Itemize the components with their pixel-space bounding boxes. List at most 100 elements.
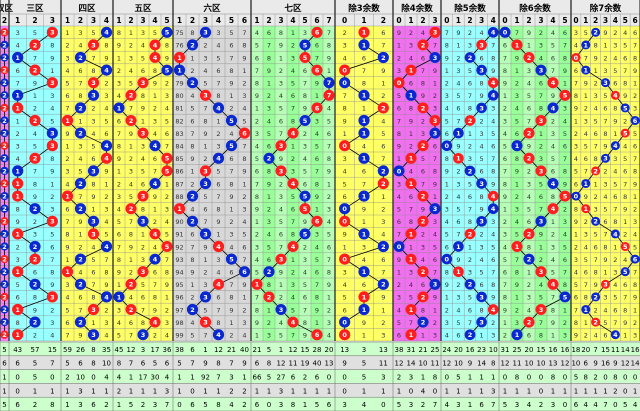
cell-value: 3	[468, 268, 472, 276]
cell-value: 2	[327, 193, 331, 201]
number-ball	[186, 303, 199, 316]
summary-cell: 1	[65, 401, 69, 409]
number-ball	[358, 26, 370, 38]
number-ball	[29, 39, 41, 51]
ball-label: 6	[315, 29, 320, 37]
cell-value: 2	[255, 117, 259, 125]
cell-value: 4	[491, 231, 495, 239]
cell-value: 6	[203, 205, 207, 213]
column-header: 4	[290, 16, 295, 25]
ball-label: 3	[91, 306, 96, 314]
cell-value: 9	[491, 180, 495, 188]
summary-cell: 8	[551, 374, 555, 382]
number-ball	[511, 39, 523, 51]
cell-value: 3	[445, 319, 449, 327]
cell-value: 8	[141, 92, 145, 100]
cell-value: 7	[563, 155, 567, 163]
number-ball	[547, 177, 559, 190]
cell-value: 9	[623, 92, 627, 100]
cell-value: 7	[539, 205, 543, 213]
ball-label: 3	[203, 293, 208, 301]
cell-value: 2	[433, 319, 437, 327]
cell-value: 2	[279, 67, 283, 75]
cell-value: 9	[315, 306, 319, 314]
cell-value: 3	[603, 67, 607, 75]
summary-cell: 7	[129, 360, 133, 368]
summary-cell: 6	[327, 401, 332, 409]
cell-value: 4	[327, 105, 331, 113]
cell-value: 2	[50, 193, 54, 201]
cell-value: 1	[242, 180, 246, 188]
number-ball	[87, 165, 100, 177]
number-ball	[161, 165, 173, 177]
number-ball	[429, 203, 441, 215]
ball-label: 6	[633, 117, 638, 125]
cell-value: 3	[65, 54, 69, 62]
number-ball	[46, 127, 58, 139]
summary-cell: 23	[477, 346, 486, 354]
ball-label: 3	[203, 29, 208, 37]
cell-value: 8	[421, 79, 425, 87]
cell-value: 6	[445, 130, 449, 138]
cell-value: 8	[327, 42, 331, 50]
cell-value: 8	[362, 79, 366, 87]
ball-label: 6	[315, 331, 320, 339]
column-header: 5	[562, 16, 567, 25]
cell-value: 5	[165, 117, 169, 125]
cell-value: 2	[381, 92, 385, 100]
cell-value: 5	[141, 54, 145, 62]
ball-label: 1	[409, 155, 414, 163]
cell-value: 7	[584, 168, 588, 176]
cell-value: 83	[175, 130, 183, 138]
cell-value: 1	[468, 130, 472, 138]
cell-value: 8	[633, 54, 637, 62]
cell-value: 5	[303, 168, 307, 176]
cell-value: 6	[381, 256, 385, 264]
column-header: 2	[381, 16, 386, 25]
summary-cell: 1	[527, 387, 531, 395]
cell-value: 3	[50, 319, 54, 327]
cell-value: 9	[242, 54, 246, 62]
cell-value: 2	[633, 205, 637, 213]
cell-value: 9	[480, 205, 484, 213]
cell-value: 8	[117, 142, 121, 150]
ball-label: 4	[291, 180, 296, 188]
cell-value: 7	[129, 331, 133, 339]
cell-value: 3	[291, 54, 295, 62]
ball-label: 0	[445, 142, 450, 150]
cell-value: 2	[279, 180, 283, 188]
column-header: 1	[116, 16, 121, 25]
cell-value: 6	[527, 218, 531, 226]
cell-value: 6	[563, 29, 567, 37]
summary-cell: 5	[362, 374, 366, 382]
summary-cell: 6	[190, 401, 195, 409]
summary-cell: 10	[537, 360, 546, 368]
number-ball	[61, 114, 74, 127]
cell-value: 8	[91, 294, 95, 302]
cell-value: 5	[78, 168, 82, 176]
ball-label: 3	[479, 293, 484, 301]
summary-cell: 5	[267, 374, 271, 382]
number-ball	[405, 228, 417, 240]
summary-cell: 16	[631, 346, 640, 354]
cell-value: 88	[175, 193, 183, 201]
number-ball	[263, 152, 275, 164]
cell-value: 6	[33, 268, 37, 276]
cell-value: 6	[527, 105, 531, 113]
cell-value: 5	[433, 243, 437, 251]
summary-cell: 13	[549, 360, 558, 368]
number-ball	[559, 291, 571, 303]
ball-label: 7	[327, 79, 332, 87]
cell-value: 7	[216, 79, 220, 87]
cell-value: 3	[303, 256, 307, 264]
cell-value: 2	[468, 142, 472, 150]
summary-cell: 5	[456, 374, 460, 382]
number-ball	[630, 254, 640, 264]
summary-cell: 1	[574, 387, 578, 395]
cell-value: 3	[129, 54, 133, 62]
ball-label: 2	[33, 155, 38, 163]
summary-cell: 1	[593, 387, 597, 395]
cell-value: 3	[381, 331, 385, 339]
cell-value: 6	[613, 193, 617, 201]
cell-value: 4	[480, 29, 484, 37]
